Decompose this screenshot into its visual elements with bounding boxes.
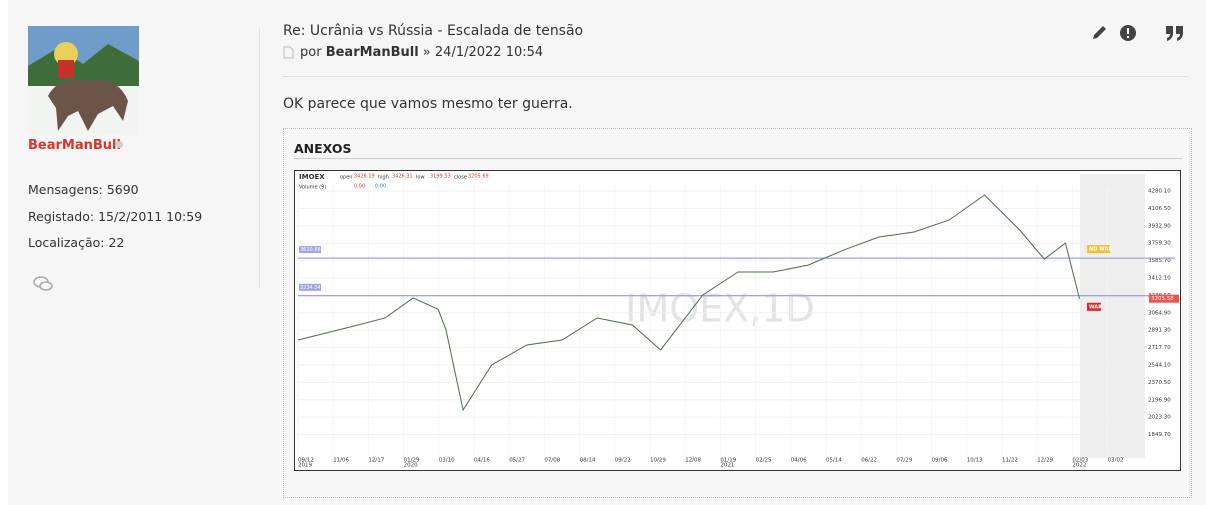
volume-label: Volume (9) xyxy=(299,185,326,191)
x-tick-year: 2022 xyxy=(1072,463,1086,469)
stat: Localização: 22 xyxy=(28,235,124,250)
post-icon xyxy=(283,46,294,59)
ohlc-value: 3426.19 xyxy=(354,174,375,180)
y-tick-label: 3932.90 xyxy=(1148,223,1171,229)
y-tick-label: 2370.50 xyxy=(1148,380,1171,386)
x-tick-label: 05/27 xyxy=(509,458,525,464)
date: 24/1/2022 10:54 xyxy=(434,45,544,60)
x-tick-year: 2019 xyxy=(298,463,312,469)
x-tick-label: 11/22 xyxy=(1002,458,1018,464)
ohlc-value: 3199.53 xyxy=(430,174,451,180)
byline: por BearManBull » 24/1/2022 10:54 xyxy=(300,45,543,60)
x-tick-label: 03/10 xyxy=(439,458,455,464)
author[interactable]: BearManBull xyxy=(325,45,419,60)
y-tick-label: 3064.90 xyxy=(1148,310,1171,316)
stat: Registado: 15/2/2011 10:59 xyxy=(28,209,202,224)
level-note: WAR xyxy=(1089,304,1102,310)
stat: Mensagens: 5690 xyxy=(28,182,139,197)
y-tick-label: 4280.10 xyxy=(1148,189,1171,195)
separator xyxy=(259,28,260,288)
x-tick-label: 10/29 xyxy=(650,458,666,464)
x-tick-label: 01/19 xyxy=(720,458,736,464)
attachments-box xyxy=(283,128,1192,498)
status-dot xyxy=(116,141,123,148)
ohlc-label: close xyxy=(454,175,467,181)
stat-value: 5690 xyxy=(106,182,139,197)
divider xyxy=(283,76,1188,77)
level-label-bg xyxy=(299,246,321,254)
y-tick-label: 2196.90 xyxy=(1148,397,1171,403)
x-tick-label: 04/06 xyxy=(791,458,807,464)
level-note-bg xyxy=(1087,245,1110,254)
x-tick-label: 06/22 xyxy=(861,458,877,464)
x-tick-label: 10/13 xyxy=(967,458,983,464)
x-tick-label: 02/03 xyxy=(1072,458,1088,464)
ohlc-label: high xyxy=(378,175,389,181)
chart-title: IMOEX xyxy=(299,173,325,181)
level-note: NO WAR xyxy=(1089,247,1112,253)
x-tick-label: 07/29 xyxy=(896,458,912,464)
x-tick-year: 2020 xyxy=(404,463,418,469)
level-label: 3610.88 xyxy=(300,247,321,253)
ohlc-label: low xyxy=(416,175,425,181)
x-tick-label: 08/14 xyxy=(580,458,596,464)
x-tick-label: 11/06 xyxy=(333,458,349,464)
stat-label: Mensagens: xyxy=(28,182,103,197)
x-tick-label: 12/29 xyxy=(1037,458,1053,464)
x-tick-label: 05/14 xyxy=(826,458,842,464)
edit-icon[interactable] xyxy=(1093,26,1106,39)
y-tick-label: 4106.50 xyxy=(1148,206,1171,212)
y-tick-label: 3412.10 xyxy=(1148,275,1171,281)
stat-label: Registado: xyxy=(28,208,95,224)
y-tick-label: 1849.70 xyxy=(1148,432,1171,438)
x-tick-label: 01/29 xyxy=(404,458,420,464)
volume-value: 0.00 xyxy=(354,184,365,190)
stat-label: Localização: xyxy=(28,235,105,250)
y-tick-label: 2544.10 xyxy=(1148,362,1171,368)
price-line xyxy=(297,194,1081,412)
y-tick-label: 3585.70 xyxy=(1148,258,1171,264)
x-tick-label: 07/08 xyxy=(544,458,560,464)
x-tick-label: 09/22 xyxy=(615,458,631,464)
by: por xyxy=(300,45,322,60)
x-tick-label: 04/16 xyxy=(474,458,490,464)
last-price-bg xyxy=(1149,294,1179,303)
avatar[interactable] xyxy=(28,26,139,134)
stat-value: 15/2/2011 10:59 xyxy=(98,208,203,224)
ohlc-value: 3426.31 xyxy=(392,174,413,180)
shaded-region xyxy=(1080,174,1145,458)
attachments-heading: ANEXOS xyxy=(294,141,352,156)
username[interactable]: BearManBull xyxy=(28,138,121,153)
stat-value: 22 xyxy=(108,235,125,250)
separator: » xyxy=(422,45,431,60)
x-tick-label: 09/06 xyxy=(932,458,948,464)
y-tick-label: 2023.30 xyxy=(1148,415,1171,421)
attachment-chart[interactable]: IMOEX,1D4280.104106.503932.903759.303585… xyxy=(294,170,1182,472)
x-tick-label: 12/17 xyxy=(368,458,384,464)
y-tick-label: 2891.30 xyxy=(1148,328,1171,334)
y-tick-label: 2717.70 xyxy=(1148,345,1171,351)
x-tick-label: 12/08 xyxy=(685,458,701,464)
volume-value: 0.00 xyxy=(375,184,386,190)
level-note-bg xyxy=(1087,302,1101,311)
post-actions xyxy=(1093,25,1183,41)
post-title[interactable]: Re: Ucrânia vs Rússia - Escalada de tens… xyxy=(283,23,584,39)
heading-rule xyxy=(294,158,1182,159)
x-tick-label: 03/02 xyxy=(1108,458,1124,464)
quote-icon[interactable] xyxy=(1166,26,1183,41)
y-tick-label: 3759.30 xyxy=(1148,241,1171,247)
level-label-bg xyxy=(299,283,321,291)
ohlc-value: 3205.69 xyxy=(468,174,489,180)
x-tick-year: 2021 xyxy=(720,463,734,469)
ohlc-label: open xyxy=(340,175,352,181)
x-tick-label: 02/25 xyxy=(756,458,772,464)
last-price: 3205.58 xyxy=(1151,296,1174,302)
chat-icon[interactable] xyxy=(33,276,53,292)
post-body: OK parece que vamos mesmo ter guerra. xyxy=(283,96,573,112)
level-label: 3234.34 xyxy=(300,285,321,291)
x-tick-label: 09/12 xyxy=(298,458,314,464)
